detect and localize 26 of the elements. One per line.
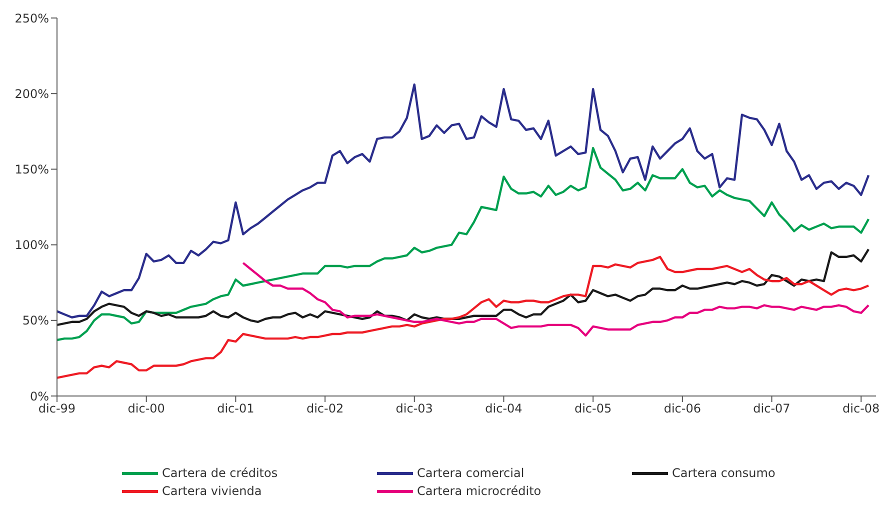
y-tick-label: 250% — [14, 11, 49, 26]
legend-label: Cartera comercial — [417, 466, 524, 480]
y-tick-label: 0% — [30, 389, 49, 404]
y-tick-label: 150% — [14, 162, 49, 176]
line-series — [57, 248, 870, 326]
x-tick-label: dic-05 — [574, 402, 612, 416]
y-tick-label: 200% — [14, 86, 49, 101]
legend-label: Cartera consumo — [672, 466, 776, 480]
x-tick-label: dic-06 — [664, 402, 701, 416]
x-tick-label: dic-03 — [396, 402, 433, 416]
x-tick-label: dic-99 — [38, 402, 76, 416]
legend-label: Cartera microcrédito — [417, 484, 542, 498]
legend-label: Cartera de créditos — [162, 466, 278, 480]
legend-label: Cartera vivienda — [162, 484, 262, 498]
line-series — [242, 262, 870, 337]
line-series — [57, 256, 870, 379]
line-series — [57, 83, 870, 318]
x-tick-label: dic-08 — [842, 402, 880, 416]
x-tick-label: dic-02 — [306, 402, 344, 416]
y-tick-label: 50% — [22, 314, 49, 328]
line-series — [57, 146, 870, 342]
y-tick-label: 100% — [14, 238, 49, 252]
x-tick-label: dic-01 — [217, 402, 254, 416]
x-tick-label: dic-07 — [753, 402, 790, 416]
x-tick-label: dic-00 — [128, 402, 165, 416]
x-tick-label: dic-04 — [485, 402, 522, 416]
